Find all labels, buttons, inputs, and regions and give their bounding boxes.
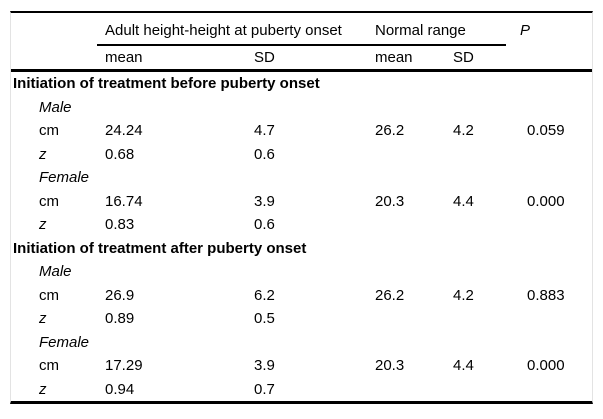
section-title: Initiation of treatment after puberty on… [13,239,307,257]
cell-sd-adult: 6.2 [254,286,275,304]
cell-sd-normal: 4.4 [453,192,474,210]
subheader-mean-normal: mean [375,49,413,66]
section-title-row: Initiation of treatment before puberty o… [11,72,592,96]
cell-mean-adult: 26.9 [105,286,135,304]
subheader-sd-adult: SD [254,49,275,66]
cell-sd-adult: 4.7 [254,122,275,140]
cell-sd-normal: 4.2 [453,286,474,304]
section-title-row: Initiation of treatment after puberty on… [11,237,592,261]
table-row: cm 17.29 3.9 20.3 4.4 0.000 [11,354,592,378]
row-label: cm [39,192,59,210]
table-row: cm 16.74 3.9 20.3 4.4 0.000 [11,190,592,214]
row-label: z [39,310,47,328]
column-group-adult-height: Adult height-height at puberty onset [105,22,342,39]
cell-sd-adult: 0.6 [254,145,275,163]
column-header-p: P [520,22,531,39]
cell-sd-adult: 3.9 [254,192,275,210]
cell-p-value: 0.883 [527,286,565,304]
cell-p-value: 0.000 [527,192,565,210]
column-group-normal-range: Normal range [375,22,466,39]
table-row: cm 24.24 4.7 26.2 4.2 0.059 [11,119,592,143]
sex-group-label: Male [39,263,72,281]
table-row-group: Male [11,260,592,284]
table-row-group: Female [11,166,592,190]
sex-group-label: Male [39,98,72,116]
section-title: Initiation of treatment before puberty o… [13,75,320,92]
cell-sd-adult: 0.7 [254,380,275,398]
cell-mean-normal: 20.3 [375,357,405,375]
row-label: cm [39,122,59,140]
table-row: z 0.94 0.7 [11,378,592,402]
cell-mean-adult: 16.74 [105,192,143,210]
cell-mean-adult: 0.68 [105,145,135,163]
cell-mean-normal: 26.2 [375,286,405,304]
row-label: z [39,380,47,398]
cell-sd-normal: 4.2 [453,122,474,140]
subheader-sd-normal: SD [453,49,474,66]
statistics-table: Adult height-height at puberty onset Nor… [10,11,593,404]
cell-mean-normal: 26.2 [375,122,405,140]
cell-p-value: 0.059 [527,122,565,140]
cell-sd-adult: 0.5 [254,310,275,328]
cell-mean-adult: 17.29 [105,357,143,375]
cell-sd-adult: 3.9 [254,357,275,375]
cell-mean-adult: 24.24 [105,122,143,140]
table-header-groups: Adult height-height at puberty onset Nor… [11,13,592,44]
cell-mean-normal: 20.3 [375,192,405,210]
header-group-rule [97,44,506,46]
cell-sd-adult: 0.6 [254,216,275,234]
sex-group-label: Female [39,169,90,187]
subheader-mean-adult: mean [105,49,143,66]
table-row: z 0.83 0.6 [11,213,592,237]
table-row: cm 26.9 6.2 26.2 4.2 0.883 [11,284,592,308]
cell-mean-adult: 0.89 [105,310,135,328]
table-row-group: Male [11,96,592,120]
cell-sd-normal: 4.4 [453,357,474,375]
table-row: z 0.89 0.5 [11,307,592,331]
row-label: cm [39,357,59,375]
cell-mean-adult: 0.94 [105,380,135,398]
row-label: z [39,145,47,163]
table-subheader: mean SD mean SD [11,46,592,72]
row-label: cm [39,286,59,304]
row-label: z [39,216,47,234]
table-row: z 0.68 0.6 [11,143,592,167]
cell-mean-adult: 0.83 [105,216,135,234]
sex-group-label: Female [39,333,90,351]
table-row-group: Female [11,331,592,355]
cell-p-value: 0.000 [527,357,565,375]
